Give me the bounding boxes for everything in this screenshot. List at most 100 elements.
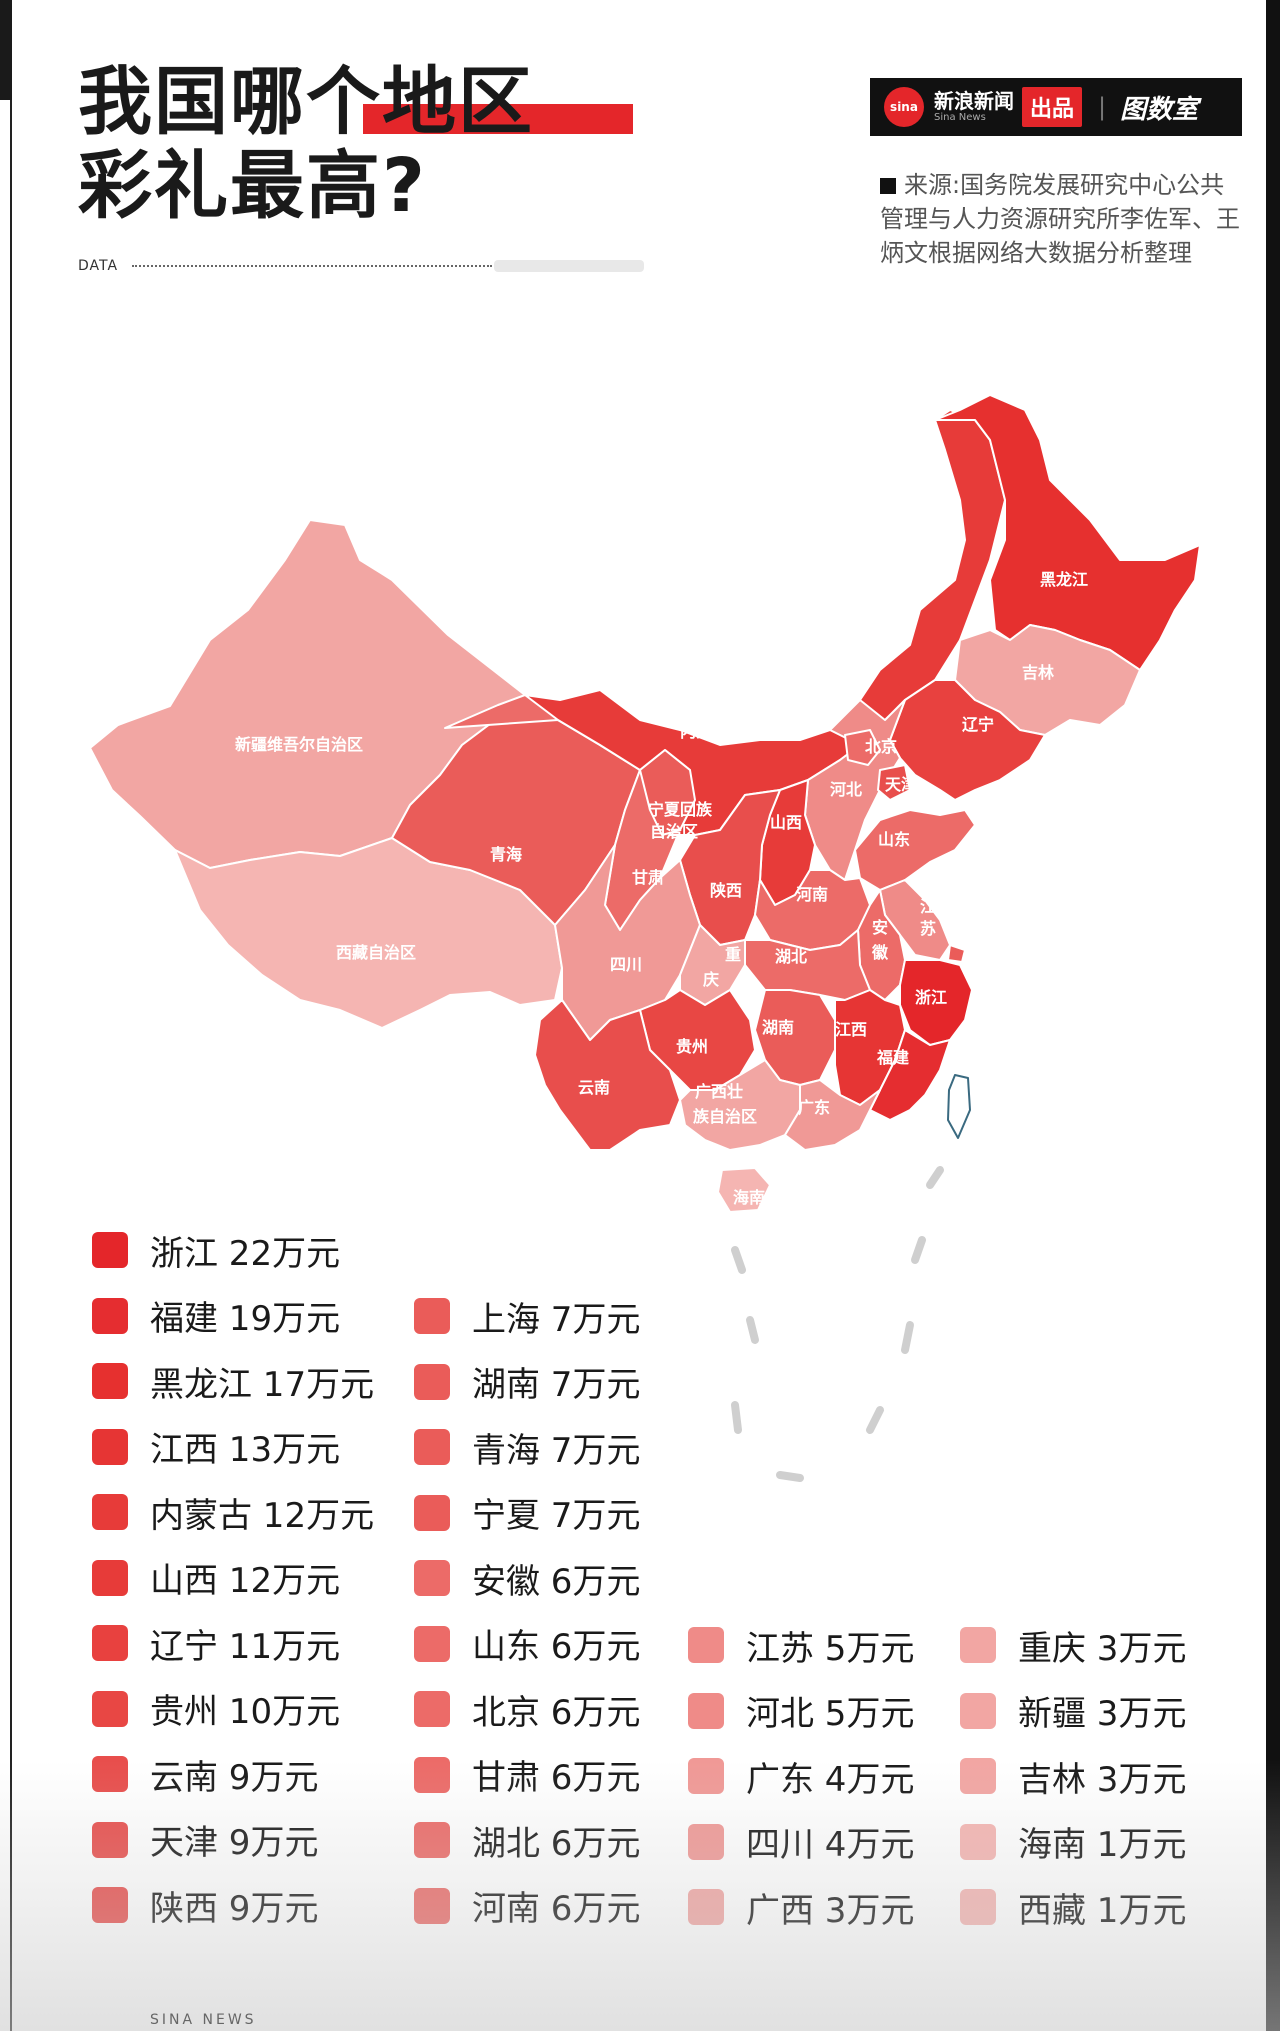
legend-swatch bbox=[92, 1428, 128, 1465]
title-highlight-bar bbox=[363, 104, 633, 134]
label-shandong: 山东 bbox=[878, 830, 910, 849]
legend-item: 河北 5万元 bbox=[688, 1691, 914, 1734]
legend-swatch bbox=[960, 1692, 996, 1729]
legend-label: 福建 19万元 bbox=[150, 1299, 341, 1339]
title-line-2: 彩礼最高? bbox=[78, 143, 427, 229]
legend-swatch bbox=[92, 1494, 128, 1530]
label-beijing: 北京 bbox=[865, 737, 897, 756]
page-title: 我国哪个地区 彩礼最高? bbox=[78, 59, 633, 229]
label-hubei: 湖北 bbox=[775, 947, 807, 966]
legend-swatch bbox=[414, 1298, 450, 1334]
region-taiwan bbox=[947, 1074, 971, 1139]
legend-swatch bbox=[414, 1560, 450, 1596]
legend-item: 陕西 9万元 bbox=[92, 1885, 318, 1929]
label-jiangsu-1: 江 bbox=[920, 897, 936, 916]
legend-item: 西藏 1万元 bbox=[960, 1887, 1186, 1931]
title-line-1: 我国哪个地区 bbox=[78, 59, 534, 145]
label-jilin: 吉林 bbox=[1022, 663, 1054, 682]
legend-swatch bbox=[414, 1494, 450, 1531]
legend-item: 湖南 7万元 bbox=[414, 1362, 640, 1405]
legend-label: 青海 7万元 bbox=[472, 1430, 641, 1471]
legend-item: 云南 9万元 bbox=[92, 1754, 318, 1798]
legend-label: 吉林 3万元 bbox=[1018, 1759, 1187, 1800]
source-text: 国务院发展研究中心公共管理与人力资源研究所李佐军、王炳文根据网络大数据分析整理 bbox=[880, 171, 1240, 267]
legend-label: 新疆 3万元 bbox=[1018, 1694, 1187, 1734]
legend-item: 辽宁 11万元 bbox=[92, 1623, 340, 1667]
legend-label: 山东 6万元 bbox=[472, 1627, 641, 1667]
legend-item: 福建 19万元 bbox=[92, 1296, 340, 1339]
label-anhui-1: 安 bbox=[872, 918, 888, 937]
legend-item: 河南 6万元 bbox=[414, 1886, 640, 1929]
legend-label: 陕西 9万元 bbox=[150, 1888, 319, 1929]
label-yunnan: 云南 bbox=[578, 1078, 610, 1097]
legend-swatch bbox=[414, 1625, 450, 1662]
label-guangdong: 广东 bbox=[798, 1098, 830, 1117]
label-ningxia-1: 宁夏回族 bbox=[648, 800, 713, 819]
legend-item: 吉林 3万元 bbox=[960, 1756, 1186, 1800]
label-fujian: 福建 bbox=[876, 1048, 909, 1067]
legend-label: 湖南 7万元 bbox=[472, 1365, 641, 1405]
legend-label: 河北 5万元 bbox=[746, 1694, 915, 1734]
label-ningxia-2: 自治区 bbox=[650, 822, 698, 841]
legend-swatch bbox=[92, 1625, 128, 1661]
label-neimenggu: 内蒙古自治区 bbox=[680, 722, 776, 741]
legend-item: 黑龙江 17万元 bbox=[92, 1361, 374, 1405]
partner-logo: 图数室 bbox=[1120, 94, 1199, 125]
legend-label: 山西 12万元 bbox=[150, 1561, 341, 1601]
region-hainan bbox=[717, 1167, 771, 1213]
region-liaoning bbox=[889, 679, 1046, 801]
source-label: 来源: bbox=[904, 171, 961, 199]
label-liaoning: 辽宁 bbox=[962, 715, 994, 734]
legend-label: 北京 6万元 bbox=[472, 1692, 641, 1733]
legend-swatch bbox=[960, 1823, 996, 1860]
legend-item: 江苏 5万元 bbox=[688, 1625, 914, 1669]
legend-item: 山东 6万元 bbox=[414, 1624, 640, 1667]
produced-badge: 出品 bbox=[1022, 87, 1083, 127]
brand-separator: | bbox=[1098, 93, 1107, 121]
label-xizang: 西藏自治区 bbox=[336, 943, 416, 962]
south-china-sea-islands bbox=[731, 1166, 944, 1482]
label-sichuan: 四川 bbox=[610, 955, 642, 974]
legend-swatch bbox=[92, 1690, 128, 1727]
legend-label: 内蒙古 12万元 bbox=[150, 1495, 375, 1536]
legend-item: 青海 7万元 bbox=[414, 1427, 640, 1471]
label-guizhou: 贵州 bbox=[676, 1037, 708, 1056]
region-shanghai bbox=[947, 944, 966, 963]
legend-label: 黑龙江 17万元 bbox=[150, 1364, 375, 1405]
data-divider: DATA bbox=[78, 258, 645, 274]
label-chongqing-2: 庆 bbox=[702, 970, 719, 989]
sina-name-cn: 新浪新闻 bbox=[934, 89, 1014, 113]
region-xizang bbox=[174, 837, 563, 1029]
legend-item: 安徽 6万元 bbox=[414, 1558, 640, 1602]
legend-item: 广东 4万元 bbox=[688, 1756, 914, 1800]
source-bullet-icon bbox=[880, 178, 896, 194]
right-frame-edge bbox=[1266, 0, 1280, 2031]
data-label: DATA bbox=[78, 258, 119, 274]
legend-label: 广西 3万元 bbox=[746, 1890, 915, 1931]
label-shanxi: 山西 bbox=[770, 813, 802, 832]
legend-label: 云南 9万元 bbox=[150, 1757, 319, 1798]
legend-swatch bbox=[688, 1823, 724, 1860]
sina-logo-icon: sina bbox=[884, 87, 924, 127]
legend-label: 江苏 5万元 bbox=[746, 1628, 915, 1669]
label-hebei: 河北 bbox=[830, 780, 862, 799]
legend-swatch bbox=[414, 1691, 450, 1727]
label-hunan: 湖南 bbox=[762, 1018, 794, 1037]
legend-label: 江西 13万元 bbox=[150, 1430, 341, 1470]
left-frame-edge bbox=[0, 0, 12, 2031]
region-heilongjiang bbox=[934, 394, 1201, 671]
legend-item: 广西 3万元 bbox=[688, 1887, 914, 1931]
legend-swatch bbox=[92, 1297, 128, 1334]
sina-wordmark: 新浪新闻 Sina News bbox=[934, 90, 1014, 124]
legend-swatch bbox=[414, 1756, 450, 1793]
label-hainan: 海南 bbox=[733, 1188, 765, 1207]
legend-label: 湖北 6万元 bbox=[472, 1823, 641, 1864]
legend-item: 甘肃 6万元 bbox=[414, 1755, 640, 1798]
legend-swatch bbox=[92, 1821, 128, 1858]
legend-label: 天津 9万元 bbox=[150, 1823, 319, 1863]
legend-swatch bbox=[688, 1758, 724, 1794]
legend-item: 天津 9万元 bbox=[92, 1820, 318, 1863]
footer-mark: SINA NEWS bbox=[150, 2012, 257, 2028]
